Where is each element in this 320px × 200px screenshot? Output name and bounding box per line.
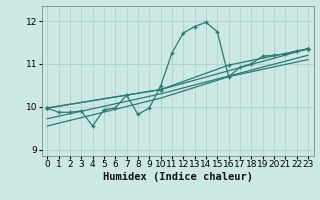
- X-axis label: Humidex (Indice chaleur): Humidex (Indice chaleur): [103, 172, 252, 182]
